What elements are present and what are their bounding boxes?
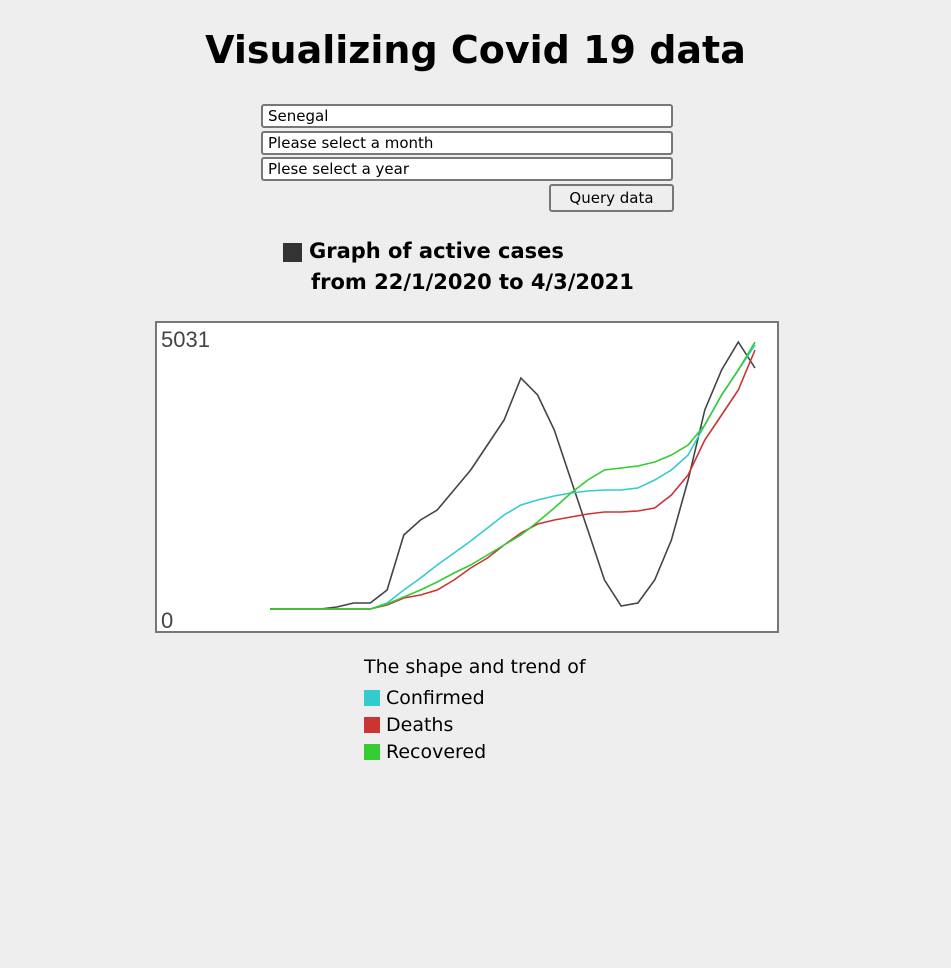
- chart: 0 5031: [155, 321, 779, 633]
- legend-title: The shape and trend of: [364, 656, 586, 678]
- legend-item: Recovered: [364, 738, 486, 765]
- y-tick-label: 5031: [161, 327, 210, 352]
- legend-swatch: [364, 743, 380, 760]
- legend-swatch: [364, 689, 380, 706]
- year-select[interactable]: Plese select a year: [261, 157, 673, 181]
- series-line: [270, 341, 756, 610]
- chart-frame: [155, 321, 779, 633]
- page-title: Visualizing Covid 19 data: [205, 28, 746, 72]
- legend-swatch: [364, 716, 380, 733]
- country-select[interactable]: Senegal: [261, 104, 673, 128]
- graph-title: Graph of active cases: [309, 239, 564, 263]
- graph-subtitle: from 22/1/2020 to 4/3/2021: [311, 270, 634, 294]
- legend-item: Deaths: [364, 711, 486, 738]
- legend-item: Confirmed: [364, 684, 486, 711]
- graph-icon: [283, 243, 302, 262]
- series-line: [270, 340, 756, 610]
- legend-label: Deaths: [386, 713, 454, 736]
- legend-label: Recovered: [386, 740, 487, 763]
- legend-label: Confirmed: [386, 686, 485, 709]
- month-select[interactable]: Please select a month: [261, 131, 673, 155]
- query-button[interactable]: Query data: [549, 184, 674, 212]
- y-tick-label: 0: [161, 608, 173, 633]
- legend: Confirmed Deaths Recovered: [364, 684, 486, 765]
